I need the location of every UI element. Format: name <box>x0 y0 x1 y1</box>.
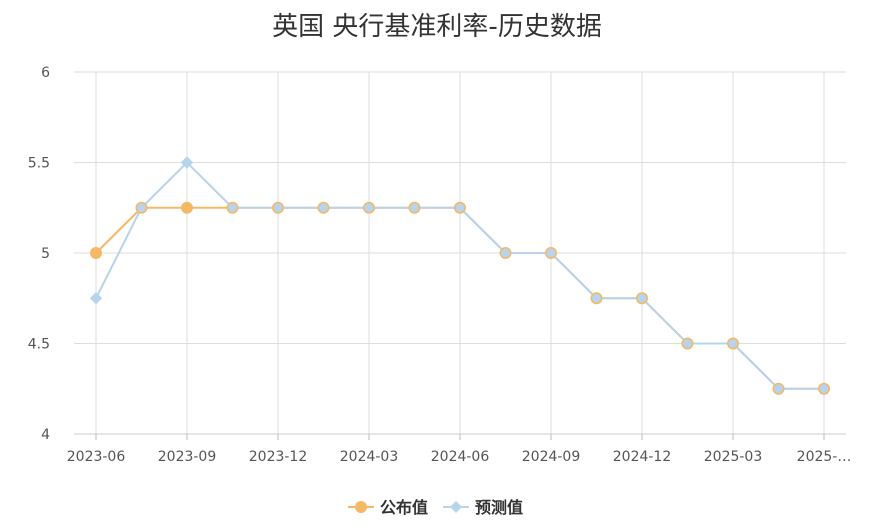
y-tick-label: 5.5 <box>28 156 50 172</box>
forecast-point[interactable] <box>364 203 374 213</box>
x-tick-label: 2023-12 <box>249 449 308 465</box>
forecast-point[interactable] <box>180 156 194 169</box>
forecast-point[interactable] <box>819 384 829 394</box>
forecast-point[interactable] <box>728 339 738 348</box>
legend-item-forecast[interactable]: 预测值 <box>443 498 523 517</box>
forecast-point[interactable] <box>501 248 510 258</box>
x-tick-label: 2025-… <box>797 449 852 465</box>
forecast-point[interactable] <box>592 293 601 303</box>
x-tick-label: 2025-03 <box>704 449 763 465</box>
x-tick-label: 2023-09 <box>158 449 217 465</box>
grid <box>74 71 846 435</box>
legend-marker-circle <box>355 501 367 513</box>
forecast-point[interactable] <box>319 203 328 213</box>
y-tick-label: 4.5 <box>28 337 50 353</box>
published-point[interactable] <box>181 201 193 214</box>
legend-marker-diamond <box>450 501 462 513</box>
legend-label: 预测值 <box>475 498 523 517</box>
x-tick-label: 2024-03 <box>340 449 399 465</box>
forecast-point[interactable] <box>455 203 465 213</box>
x-tick-label: 2023-06 <box>67 449 126 465</box>
chart-title: 英国 央行基准利率-历史数据 <box>272 12 602 42</box>
y-tick-label: 5 <box>41 246 50 262</box>
forecast-point[interactable] <box>137 203 146 213</box>
forecast-point[interactable] <box>637 293 647 303</box>
published-point[interactable] <box>90 247 102 259</box>
forecast-point[interactable] <box>774 384 783 394</box>
forecast-point[interactable] <box>228 203 237 213</box>
y-tick-label: 6 <box>41 65 50 81</box>
forecast-point[interactable] <box>273 203 283 213</box>
forecast-point[interactable] <box>89 292 103 305</box>
legend-item-published[interactable]: 公布值 <box>348 498 428 517</box>
legend-label: 公布值 <box>380 498 428 517</box>
y-tick-label: 4 <box>41 427 50 443</box>
axes: 4 4.5 5 5.5 6 2023-06 2023-09 2023-12 2024-03 202… <box>28 65 852 465</box>
forecast-point[interactable] <box>683 339 692 348</box>
x-tick-label: 2024-12 <box>613 449 672 465</box>
x-tick-label: 2024-09 <box>522 449 581 465</box>
forecast-point[interactable] <box>546 248 556 258</box>
x-tick-label: 2024-06 <box>431 449 490 465</box>
forecast-point[interactable] <box>410 203 419 213</box>
legend[interactable]: 公布值 预测值 <box>348 498 523 517</box>
plot-area <box>89 156 830 395</box>
